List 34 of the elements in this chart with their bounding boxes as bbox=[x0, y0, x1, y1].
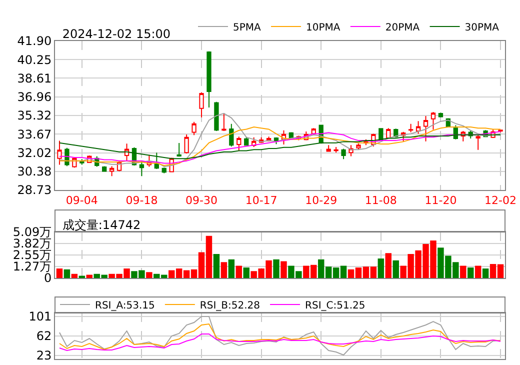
y-tick-label: 3.82万 bbox=[12, 236, 52, 251]
y-tick-label: 30.38 bbox=[17, 164, 52, 179]
y-tick-label: 2.55万 bbox=[12, 248, 52, 262]
y-tick-label: 33.67 bbox=[17, 127, 52, 142]
y-tick-label: 101 bbox=[28, 310, 52, 324]
y-tick-label: 5.09万 bbox=[12, 225, 52, 240]
x-tick-label: 11-08 bbox=[364, 194, 397, 208]
y-tick-label: 32.02 bbox=[17, 146, 52, 160]
legend-label: RSI_A:53.15 bbox=[95, 300, 155, 312]
y-tick-label: 0 bbox=[44, 271, 52, 286]
x-tick-label: 09-18 bbox=[126, 194, 158, 208]
y-tick-label: 1.27万 bbox=[12, 260, 52, 274]
y-tick-label: 62 bbox=[36, 329, 52, 344]
y-tick-label: 28.73 bbox=[17, 183, 52, 198]
y-tick-label: 40.25 bbox=[17, 52, 52, 67]
x-tick-label: 10-29 bbox=[305, 194, 338, 208]
x-tick-label: 11-20 bbox=[424, 194, 457, 208]
legend-label: 30PMA bbox=[464, 22, 500, 34]
legend-label: RSI_B:52.28 bbox=[200, 300, 260, 312]
legend-label: 20PMA bbox=[385, 22, 420, 34]
legend-label: 5PMA bbox=[233, 22, 262, 34]
legend-label: RSI_C:51.25 bbox=[305, 300, 366, 312]
chart-title: 2024-12-02 15:00 bbox=[62, 27, 171, 41]
x-tick-label: 09-30 bbox=[186, 194, 218, 208]
chart-title: 成交量:14742 bbox=[62, 218, 141, 232]
legend-label: 10PMA bbox=[306, 22, 340, 34]
x-tick-label: 09-04 bbox=[66, 194, 98, 208]
x-tick-label: 12-02 bbox=[484, 194, 516, 208]
y-tick-label: 38.61 bbox=[17, 71, 52, 86]
y-tick-label: 35.32 bbox=[17, 108, 52, 123]
y-tick-label: 36.96 bbox=[17, 90, 52, 104]
x-tick-label: 10-17 bbox=[245, 194, 278, 208]
y-tick-label: 41.90 bbox=[17, 34, 52, 48]
y-tick-label: 23 bbox=[36, 348, 52, 363]
